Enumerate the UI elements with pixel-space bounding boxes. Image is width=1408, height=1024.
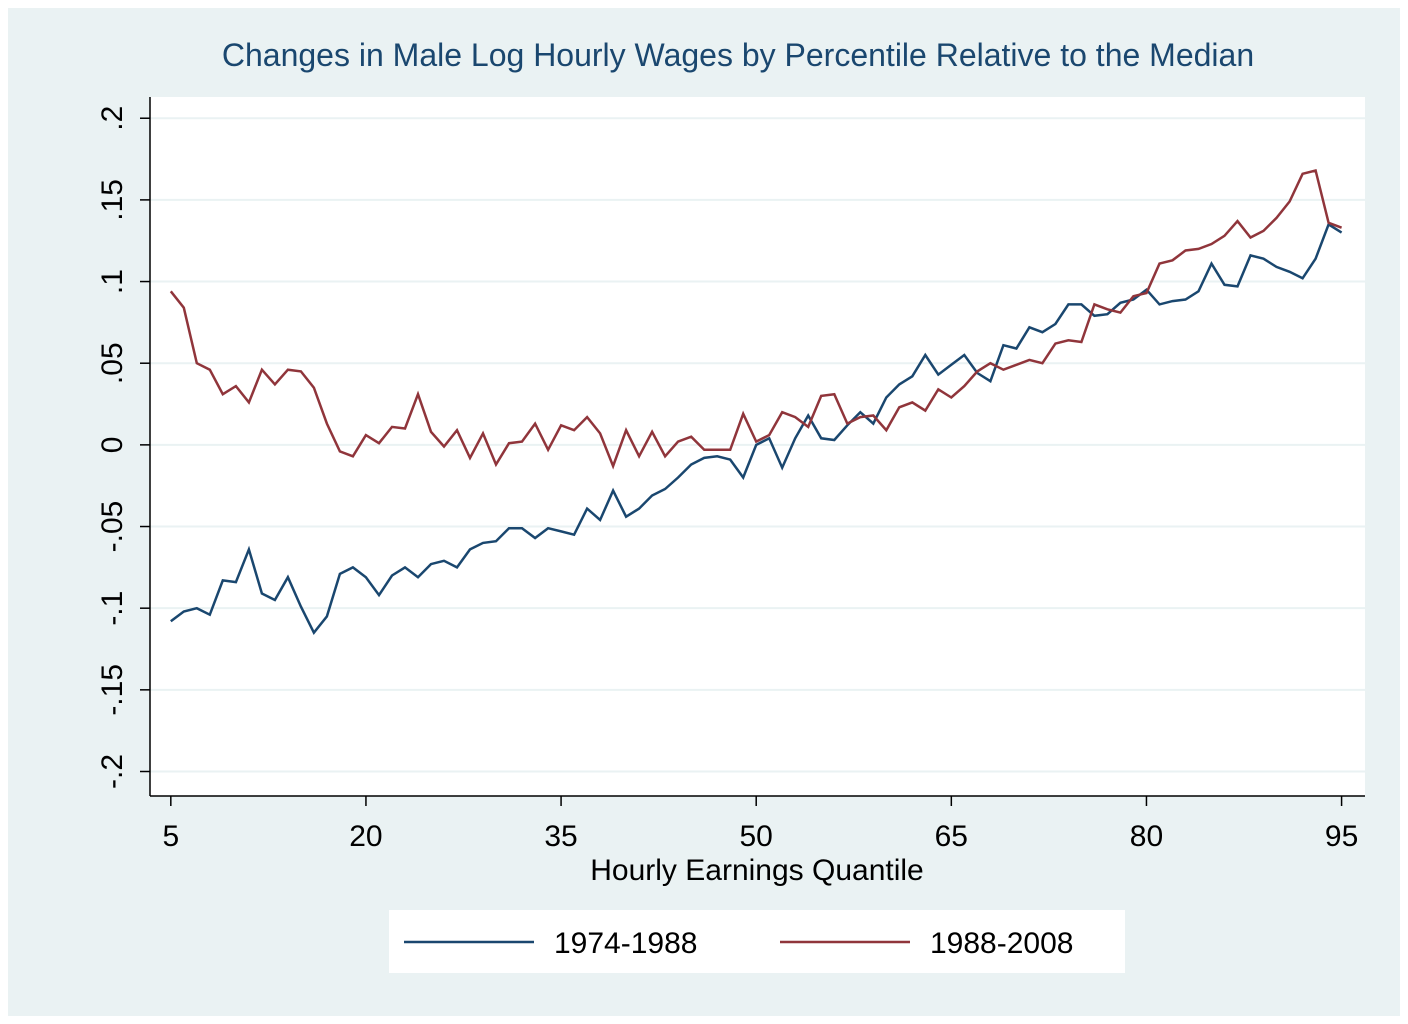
x-tick-label: 35 [544, 820, 577, 853]
series-line [169, 168, 1343, 470]
plot-area [150, 97, 1365, 796]
y-tick-label: .05 [96, 342, 129, 384]
series-line [170, 222, 1343, 636]
y-tick-label: -.15 [96, 664, 129, 716]
x-tick-label: 80 [1130, 820, 1163, 853]
y-tick-label: .2 [96, 106, 129, 131]
x-tick-label: 65 [935, 820, 968, 853]
y-tick-label: .1 [96, 269, 129, 294]
y-tick-label: .15 [96, 179, 129, 221]
x-tick-label: 5 [162, 820, 179, 853]
x-tick-label: 95 [1325, 820, 1358, 853]
y-tick-label: -.2 [96, 754, 129, 789]
x-tick-label: 20 [349, 820, 382, 853]
legend-label: 1988-2008 [930, 927, 1073, 960]
y-tick-label: 0 [96, 437, 129, 454]
x-axis-label: Hourly Earnings Quantile [590, 854, 924, 887]
chart-title: Changes in Male Log Hourly Wages by Perc… [222, 37, 1254, 73]
legend-label: 1974-1988 [554, 927, 697, 960]
x-tick-label: 50 [740, 820, 773, 853]
y-tick-label: -.05 [96, 501, 129, 553]
y-tick-label: -.1 [96, 591, 129, 626]
